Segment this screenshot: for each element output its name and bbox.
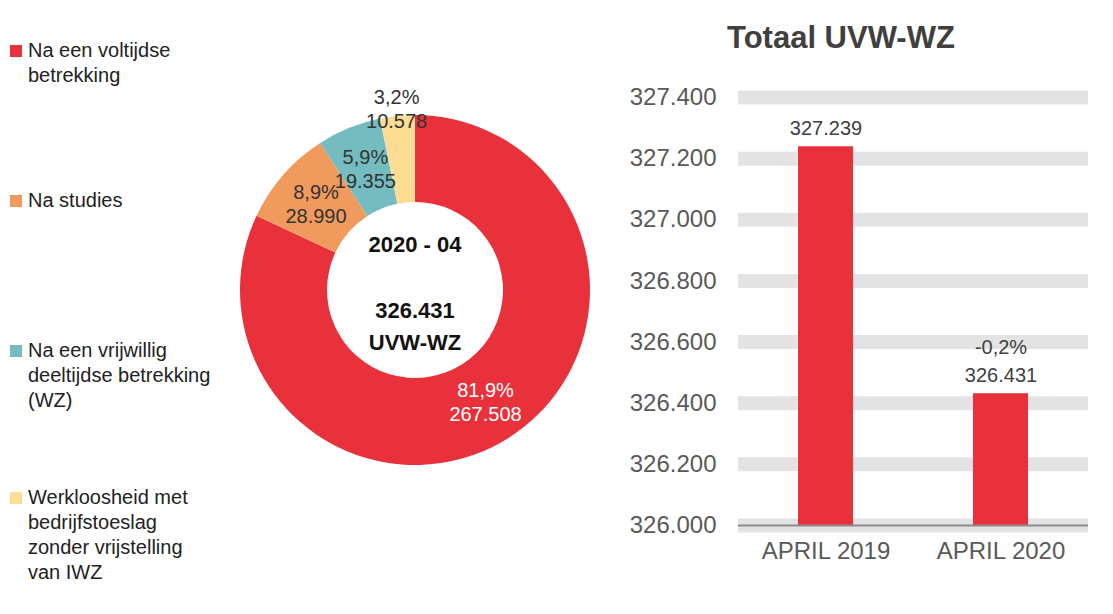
svg-text:327.239: 327.239 (790, 117, 862, 139)
svg-text:326.400: 326.400 (630, 389, 717, 416)
svg-text:326.431: 326.431 (965, 364, 1037, 386)
html-text:Na een voltijdse betrekking: Na een voltijdse betrekking (28, 39, 171, 86)
svg-text:326.200: 326.200 (630, 450, 717, 477)
svg-text:326.431: 326.431 (375, 298, 455, 323)
svg-text:327.400: 327.400 (630, 83, 717, 110)
svg-text:5,9%19.355: 5,9%19.355 (335, 146, 396, 192)
html-text:Totaal UVW-WZ: Totaal UVW-WZ (727, 20, 955, 55)
svg-text:326.600: 326.600 (630, 328, 717, 355)
html-text:8,9%: 8,9% (293, 181, 339, 204)
svg-text:327.200: 327.200 (630, 144, 717, 171)
html-text:Na een vrijwillig deeltijdse b: Na een vrijwillig deeltijdse betrekking … (28, 339, 211, 411)
svg-text:81,9%267.508: 81,9%267.508 (449, 379, 521, 425)
svg-text:326.800: 326.800 (630, 267, 717, 294)
svg-text:326.000: 326.000 (630, 511, 717, 538)
svg-text:APRIL 2019: APRIL 2019 (762, 537, 891, 564)
svg-text:-0,2%: -0,2% (975, 336, 1027, 358)
svg-text:2020 - 04: 2020 - 04 (369, 232, 463, 257)
html-text:28.990: 28.990 (285, 205, 347, 228)
html-text:Na studies: Na studies (28, 189, 123, 211)
svg-text:327.000: 327.000 (630, 205, 717, 232)
svg-text:APRIL 2020: APRIL 2020 (937, 537, 1066, 564)
svg-text:UVW-WZ: UVW-WZ (369, 330, 461, 355)
svg-text:3,2%10.578: 3,2%10.578 (366, 86, 427, 132)
html-text:Werkloosheid met bedrijfstoesl: Werkloosheid met bedrijfstoeslag zonder … (28, 486, 188, 583)
